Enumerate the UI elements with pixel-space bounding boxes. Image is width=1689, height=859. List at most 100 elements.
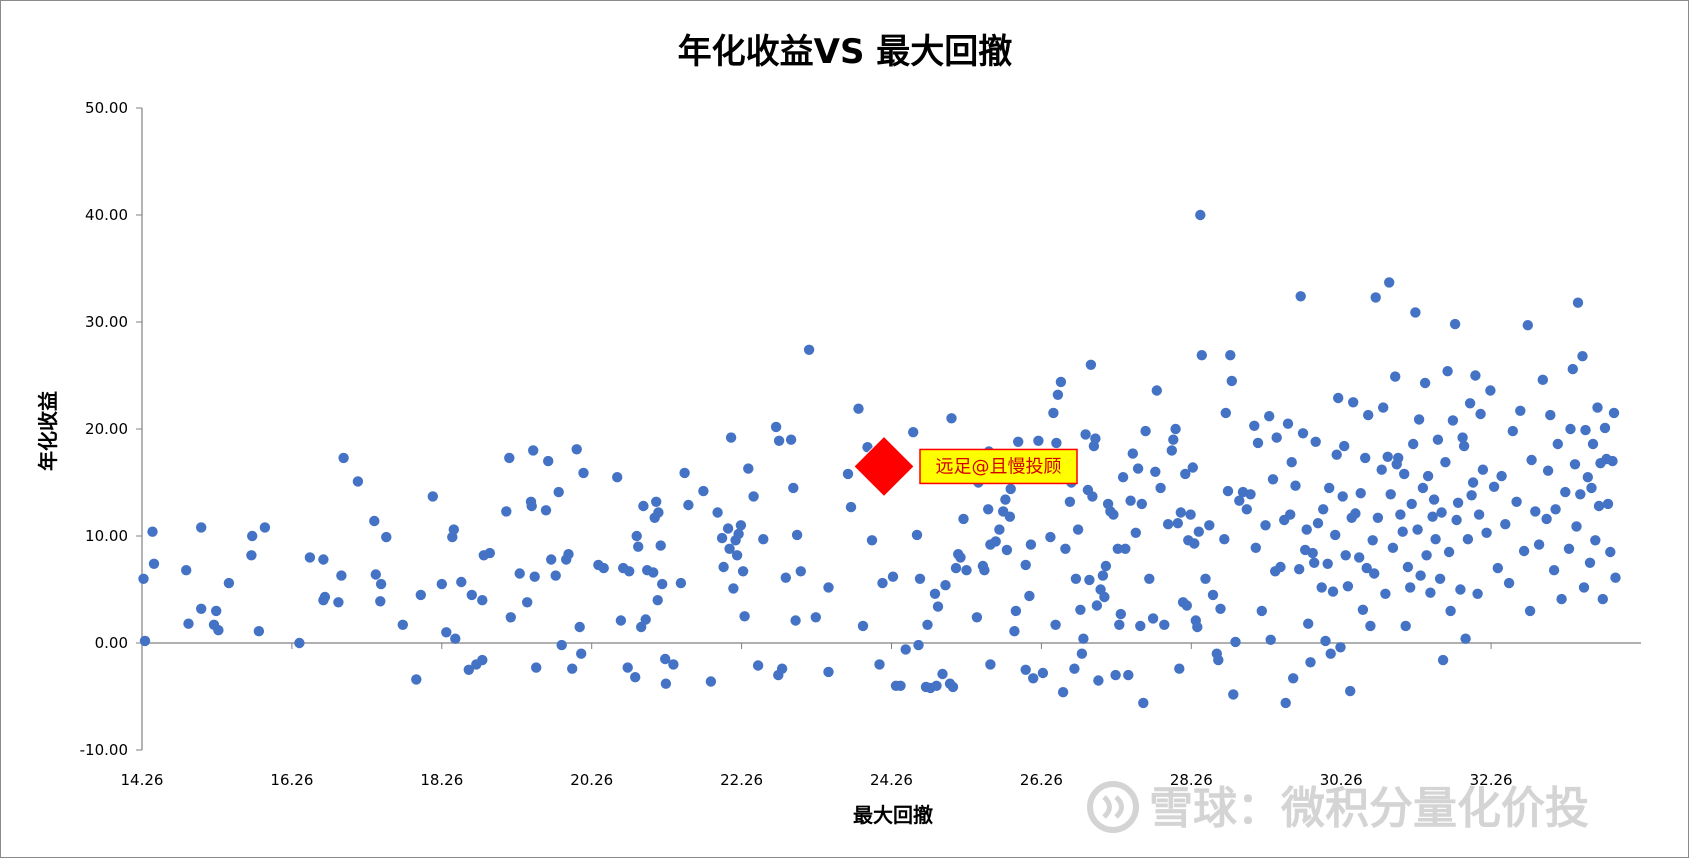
y-tick-label: 40.00 [85, 206, 128, 224]
y-tick-label: 10.00 [85, 527, 128, 545]
data-point [1567, 363, 1579, 375]
data-point [1464, 398, 1476, 409]
data-point [1312, 518, 1324, 529]
data-point [1542, 465, 1554, 476]
data-point [1001, 544, 1013, 556]
data-point [246, 550, 257, 561]
y-axis-label: 年化收益 [36, 391, 60, 471]
x-tick-label: 20.26 [570, 771, 613, 789]
data-point [578, 467, 589, 479]
data-point [1415, 570, 1426, 581]
data-point [932, 601, 944, 612]
data-point [1020, 664, 1031, 675]
data-point [1393, 452, 1404, 464]
data-point [1608, 407, 1620, 419]
data-point [1084, 574, 1095, 586]
data-point [1602, 498, 1614, 510]
data-point [1013, 436, 1024, 447]
data-point [1348, 397, 1359, 408]
data-point [1405, 582, 1416, 593]
data-point [1458, 440, 1470, 452]
data-point [1537, 374, 1549, 385]
data-point [1412, 524, 1423, 535]
data-point [1586, 482, 1597, 494]
data-point [1280, 697, 1291, 709]
data-point [441, 627, 452, 638]
y-tick-label: -10.00 [80, 741, 128, 759]
y-tick-label: 30.00 [85, 313, 128, 331]
x-tick-label: 14.26 [121, 771, 164, 789]
data-point [1541, 513, 1552, 525]
data-point [1473, 509, 1485, 520]
data-point [1400, 620, 1411, 632]
data-point [660, 678, 672, 689]
data-point [1180, 468, 1191, 480]
data-point [743, 463, 754, 474]
data-point [1522, 320, 1534, 331]
data-point [1252, 437, 1264, 449]
data-point [803, 344, 815, 355]
data-point [1421, 550, 1432, 561]
data-point [1174, 663, 1185, 674]
data-point [1350, 508, 1361, 519]
data-point [1162, 519, 1174, 530]
data-point [138, 573, 149, 584]
data-point [1192, 621, 1203, 633]
data-point [369, 515, 380, 527]
data-point [1055, 376, 1067, 388]
data-point [866, 535, 878, 546]
data-point [1445, 605, 1456, 617]
data-point [1475, 408, 1486, 420]
data-point [148, 558, 160, 569]
data-point [1337, 491, 1348, 502]
data-point [638, 500, 649, 512]
data-point [877, 577, 888, 589]
data-point [1150, 466, 1161, 477]
data-point [1265, 634, 1276, 645]
data-point [1325, 648, 1336, 659]
data-point [929, 588, 941, 599]
data-point [1449, 318, 1461, 330]
data-point [1397, 526, 1408, 537]
y-tick-label: 20.00 [85, 420, 128, 438]
data-point [1370, 292, 1381, 303]
data-point [908, 427, 919, 438]
data-point [1070, 573, 1082, 584]
data-point [1571, 521, 1582, 532]
data-point [1363, 409, 1374, 421]
highlight-label: 远足@且慢投顾 [936, 456, 1062, 477]
data-point [1090, 433, 1101, 444]
data-point [319, 591, 331, 603]
data-point [776, 663, 788, 674]
data-point [522, 597, 533, 608]
data-point [675, 577, 687, 589]
data-point [1010, 605, 1022, 617]
data-point [456, 576, 467, 588]
data-point [1045, 531, 1056, 543]
data-point [1099, 591, 1110, 603]
data-point [725, 432, 737, 443]
data-point [1125, 495, 1136, 506]
data-point [1408, 438, 1419, 450]
data-point [1271, 432, 1282, 443]
data-point [304, 552, 316, 563]
data-point [1168, 434, 1179, 445]
data-point [1577, 351, 1588, 362]
data-point [1552, 438, 1564, 450]
data-point [955, 552, 966, 563]
data-point [946, 413, 957, 424]
data-point [1193, 526, 1205, 537]
data-point [1518, 545, 1530, 557]
data-point [1354, 552, 1365, 563]
data-point [1550, 504, 1561, 515]
data-point [937, 668, 948, 680]
data-point [294, 637, 305, 649]
data-point [1318, 504, 1329, 515]
data-point [1114, 619, 1125, 630]
data-point [631, 530, 642, 542]
data-point [1430, 534, 1441, 545]
data-point [900, 644, 911, 655]
data-point [1294, 564, 1305, 575]
data-point [985, 659, 996, 670]
data-point [1196, 350, 1208, 361]
